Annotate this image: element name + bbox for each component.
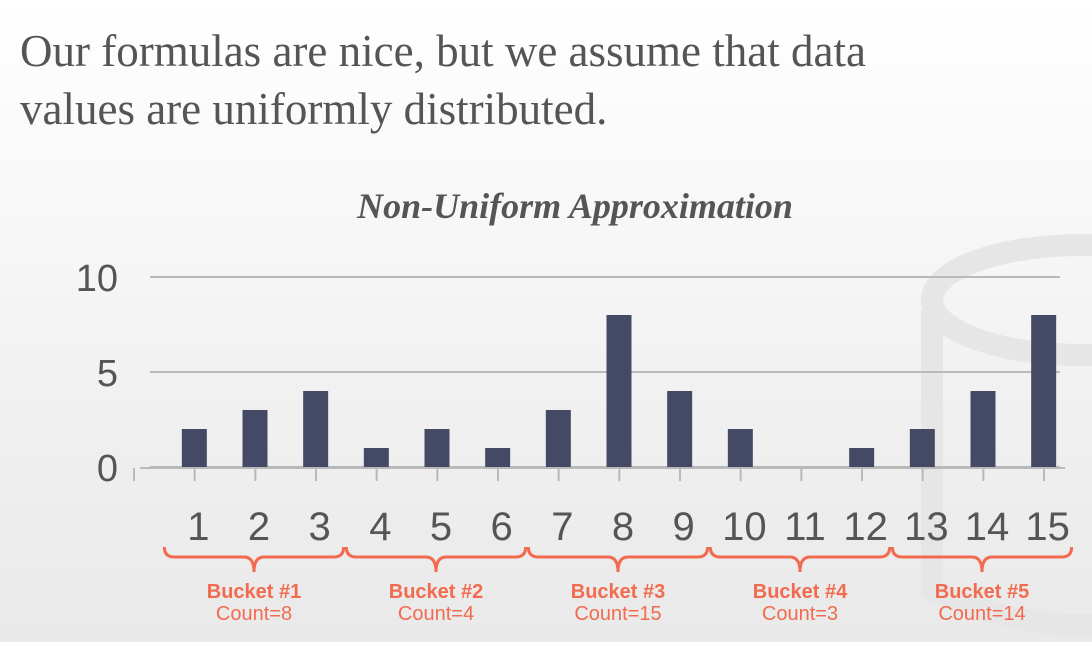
slide-line-1: Our formulas are nice, but we assume tha… xyxy=(20,26,866,76)
bucket-name: Bucket #5 xyxy=(935,581,1030,603)
y-tick-label: 5 xyxy=(97,353,118,395)
bucket-brace xyxy=(344,546,528,573)
bar xyxy=(242,410,268,467)
decorative-watermark xyxy=(921,234,1092,636)
x-axis xyxy=(133,467,1065,481)
bucket-brace xyxy=(708,546,892,573)
x-tick-label: 12 xyxy=(843,505,888,549)
y-tick-label: 0 xyxy=(97,448,118,490)
slide-body: Our formulas are nice, but we assume tha… xyxy=(20,22,1080,138)
bucket-name: Bucket #3 xyxy=(571,581,666,603)
bar xyxy=(1031,315,1057,467)
y-axis-ticks: 0 5 10 xyxy=(76,258,118,490)
bar xyxy=(606,315,632,467)
bucket-brace xyxy=(162,546,346,573)
x-tick-label: 15 xyxy=(1025,505,1070,549)
bucket-name: Bucket #1 xyxy=(207,581,302,603)
bar xyxy=(667,391,693,467)
bar xyxy=(545,410,571,467)
x-tick-label: 5 xyxy=(430,505,452,549)
bar xyxy=(727,429,753,467)
x-tick-label: 1 xyxy=(187,505,209,549)
bar xyxy=(970,391,996,467)
slide-line-2: values are uniformly distributed. xyxy=(20,84,608,134)
bucket-count: Count=4 xyxy=(398,603,474,625)
x-tick-label: 10 xyxy=(722,505,767,549)
chart-title: Non-Uniform Approximation xyxy=(356,186,793,226)
bar xyxy=(849,448,875,467)
bucket-count: Count=14 xyxy=(938,603,1025,625)
bucket-count: Count=15 xyxy=(574,603,661,625)
bar xyxy=(424,429,450,467)
y-tick-label: 10 xyxy=(76,258,118,300)
bucket-brace xyxy=(890,546,1074,573)
x-tick-label: 11 xyxy=(784,505,826,549)
bucket-name: Bucket #4 xyxy=(753,581,848,603)
bucket-count: Count=8 xyxy=(216,603,292,625)
bucket-name: Bucket #2 xyxy=(389,581,484,603)
x-tick-label: 2 xyxy=(248,505,270,549)
x-tick-label: 6 xyxy=(491,505,513,549)
bar xyxy=(303,391,329,467)
bar xyxy=(485,448,511,467)
bucket-brace xyxy=(526,546,710,573)
x-tick-label: 9 xyxy=(673,505,695,549)
x-tick-label: 8 xyxy=(612,505,634,549)
x-tick-labels: 1 2 3 4 5 6 7 8 9 10 11 12 13 14 15 xyxy=(187,505,1070,549)
bucket-count: Count=3 xyxy=(762,603,838,625)
x-tick-label: 13 xyxy=(904,505,949,549)
bars xyxy=(181,315,1057,467)
x-tick-label: 14 xyxy=(965,505,1010,549)
bar xyxy=(181,429,207,467)
x-tick-label: 3 xyxy=(309,505,331,549)
bar xyxy=(363,448,389,467)
x-tick-label: 7 xyxy=(551,505,573,549)
bar xyxy=(909,429,935,467)
x-tick-label: 4 xyxy=(369,505,391,549)
